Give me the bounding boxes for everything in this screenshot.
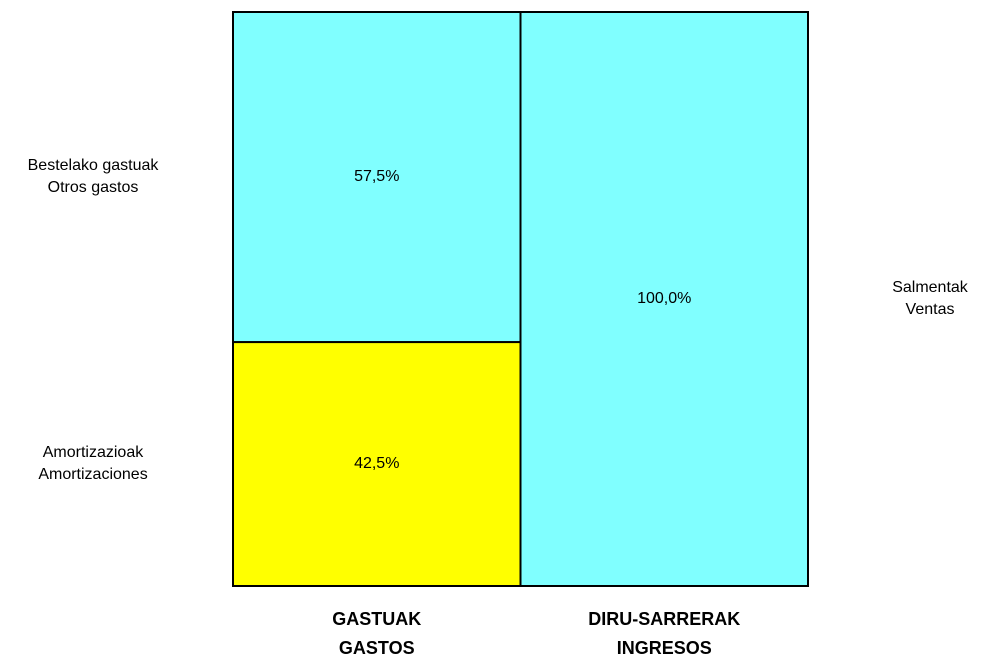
series-label: Ventas (906, 301, 955, 318)
bar-segment (232, 341, 522, 587)
x-tick-label: DIRU-SARRERAK (588, 609, 740, 629)
series-label: Amortizazioak (43, 444, 144, 461)
series-label: Amortizaciones (38, 466, 147, 483)
series-label: Bestelako gastuak (28, 157, 160, 174)
value-label: 57,5% (354, 168, 399, 185)
value-label: 100,0% (637, 290, 691, 307)
series-label: Salmentak (892, 279, 969, 296)
value-label: 42,5% (354, 455, 399, 472)
bar-segment (232, 11, 522, 344)
x-tick-label: GASTOS (339, 638, 415, 658)
x-tick-label: INGRESOS (617, 638, 712, 658)
x-tick-label: GASTUAK (332, 609, 421, 629)
series-label: Otros gastos (48, 179, 139, 196)
bar-segment (519, 11, 809, 587)
